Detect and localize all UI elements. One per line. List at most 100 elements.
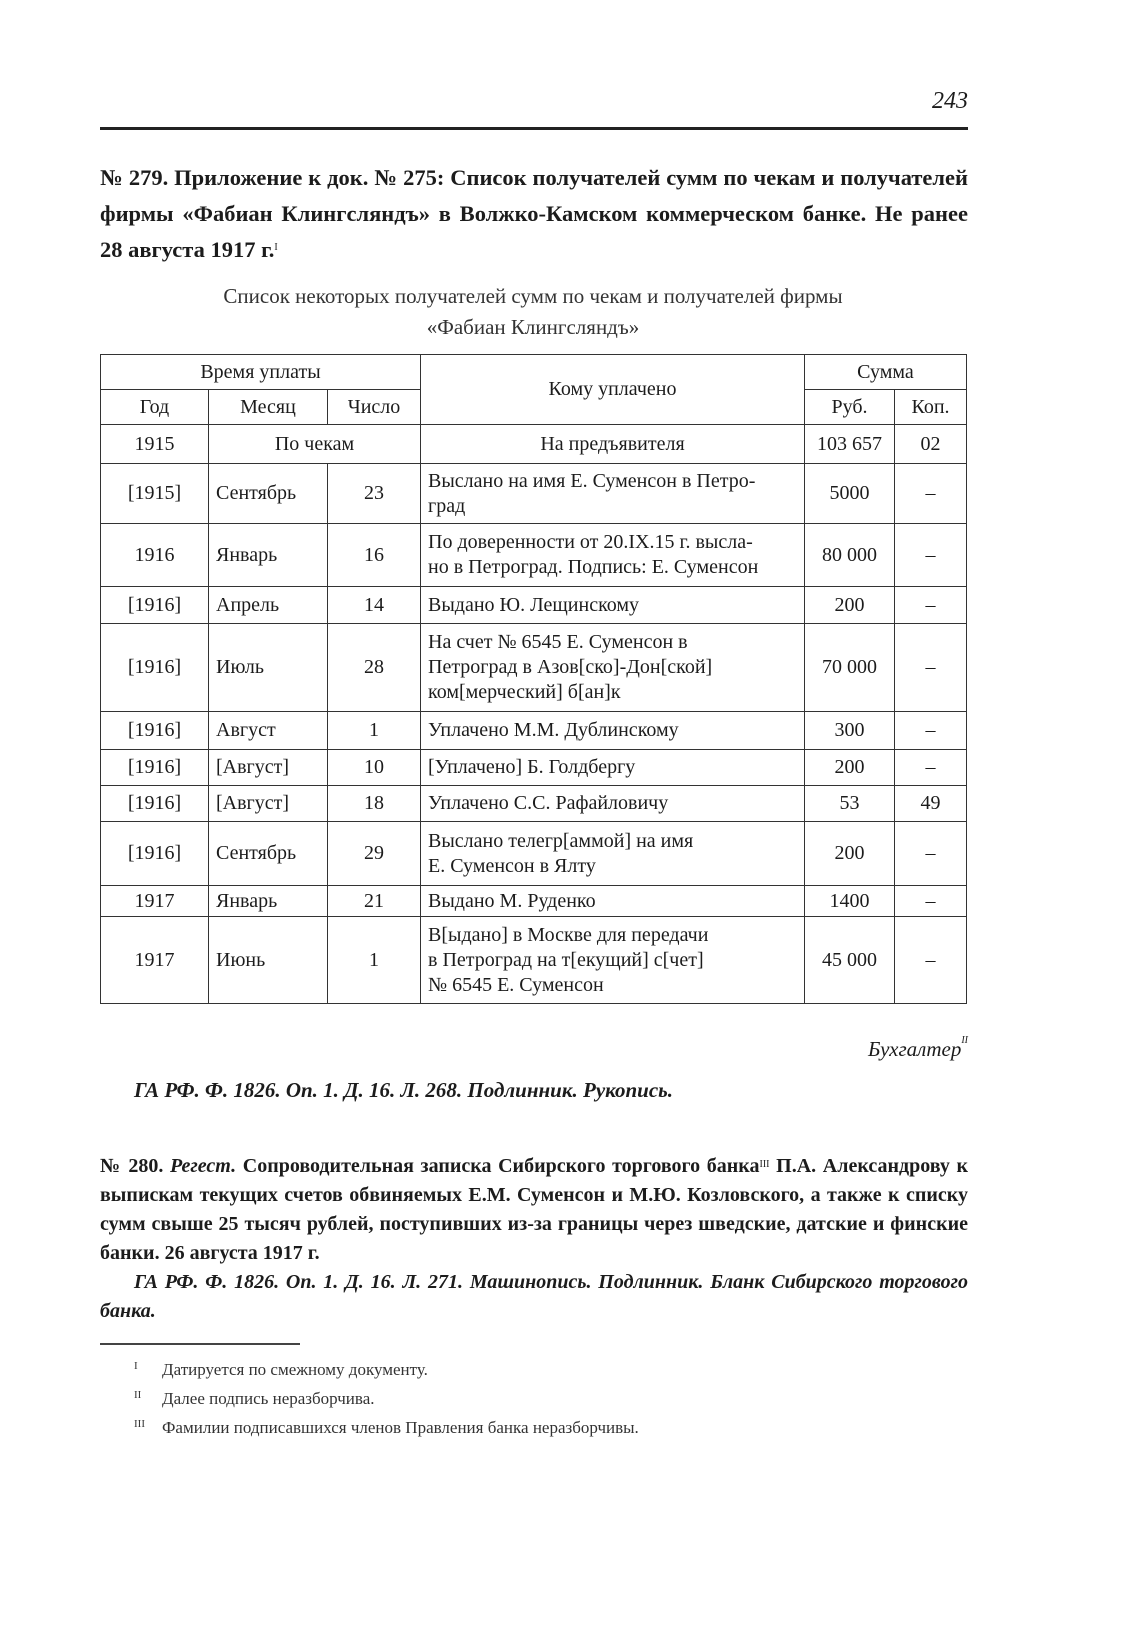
cell-month: Июнь	[208, 916, 328, 1004]
cell-year: [1916]	[100, 623, 209, 712]
header-paid-to: Кому уплачено	[420, 354, 805, 425]
cell-rub: 70 000	[804, 623, 895, 712]
footnote-mark: II	[134, 1389, 142, 1401]
cell-kop: –	[894, 523, 967, 587]
doc-text-a: Сопроводительная записка Сибирского торг…	[242, 1155, 760, 1177]
cell-day: 1	[327, 916, 421, 1004]
header-sum: Сумма	[804, 354, 967, 390]
cell-year: [1916]	[100, 785, 209, 822]
cell-rub: 103 657	[804, 424, 895, 464]
cell-paid-to: Выслано на имя Е. Суменсон в Петро- град	[420, 463, 805, 524]
cell-day: 23	[327, 463, 421, 524]
footnote: I Датируется по смежному документу.	[134, 1360, 428, 1380]
subheader-row: Год Месяц Число Руб. Коп.	[100, 389, 967, 425]
cell-year: [1916]	[100, 749, 209, 786]
cell-rub: 5000	[804, 463, 895, 524]
table-row: [1915] Сентябрь 23 Выслано на имя Е. Суменс…	[100, 463, 967, 524]
footnote-rule	[100, 1343, 300, 1345]
cell-year: [1916]	[100, 821, 209, 886]
signature-text: Бухгалтер	[867, 1037, 962, 1061]
cell-day: 28	[327, 623, 421, 712]
cell-year: [1915]	[100, 463, 209, 524]
header-time-of-payment: Время уплаты	[100, 354, 421, 390]
footnote-mark: III	[759, 1159, 770, 1170]
header-row: Время уплаты Кому уплачено Сумма	[100, 354, 967, 425]
footnote-mark: I	[274, 242, 278, 253]
footnote-text: Далее подпись неразборчива.	[162, 1389, 375, 1408]
table-row: [1916] Апрель 14 Выдано Ю. Лещинскому 200–	[100, 586, 967, 624]
cell-paid-to: На счет № 6545 Е. Суменсон в Петроград в…	[420, 623, 805, 712]
footnote: III Фамилии подписавшихся членов Правлени…	[134, 1418, 639, 1438]
cell-kop: –	[894, 623, 967, 712]
cell-kop: –	[894, 463, 967, 524]
cell-paid-to: По доверенности от 20.IX.15 г. высла- но…	[420, 523, 805, 587]
doc-number: № 280.	[100, 1155, 164, 1177]
cell-day: 29	[327, 821, 421, 886]
header-kop: Коп.	[894, 389, 967, 425]
cell-kop: –	[894, 711, 967, 750]
header-year: Год	[100, 389, 209, 425]
cell-paid-to: В[ыдано] в Москве для передачи в Петрогр…	[420, 916, 805, 1004]
cell-month: [Август]	[208, 785, 328, 822]
cell-kop: 02	[894, 424, 967, 464]
cell-day: 16	[327, 523, 421, 587]
cell-paid-to: Выдано Ю. Лещинскому	[420, 586, 805, 624]
cell-month: Сентябрь	[208, 463, 328, 524]
table-caption: Список некоторых получателей сумм по чек…	[223, 284, 843, 339]
table-row: 1917 Июнь 1 В[ыдано] в Москве для передачи …	[100, 916, 967, 1004]
cell-month: Январь	[208, 523, 328, 587]
footnote-text: Фамилии подписавшихся членов Правления б…	[162, 1418, 639, 1437]
table-row: [1916] [Август] 18 Уплачено С.С. Рафайлович…	[100, 785, 967, 822]
cell-year: 1916	[100, 523, 209, 587]
archive-reference-280: ГА РФ. Ф. 1826. Оп. 1. Д. 16. Л. 271. Ма…	[100, 1271, 968, 1322]
cell-day: 1	[327, 711, 421, 750]
cell-kop: –	[894, 586, 967, 624]
cell-month: Январь	[208, 885, 328, 917]
cell-year: [1916]	[100, 586, 209, 624]
header-month: Месяц	[208, 389, 328, 425]
footnote: II Далее подпись неразборчива.	[134, 1389, 375, 1409]
cell-kop: –	[894, 885, 967, 917]
footnote-mark: III	[134, 1418, 145, 1430]
cell-rub: 200	[804, 749, 895, 786]
cell-paid-to: [Уплачено] Б. Голдбергу	[420, 749, 805, 786]
cell-paid-to: На предъявителя	[420, 424, 805, 464]
document-279-title: № 279. Приложение к док. № 275: Список п…	[100, 160, 968, 268]
cell-rub: 45 000	[804, 916, 895, 1004]
cell-kop: –	[894, 749, 967, 786]
cell-year: 1917	[100, 916, 209, 1004]
cell-paid-to: Выдано М. Руденко	[420, 885, 805, 917]
footnote-text: Датируется по смежному документу.	[162, 1360, 428, 1379]
cell-rub: 200	[804, 821, 895, 886]
cell-rub: 1400	[804, 885, 895, 917]
cell-month: Сентябрь	[208, 821, 328, 886]
cell-day: 21	[327, 885, 421, 917]
archive-reference-279: ГА РФ. Ф. 1826. Оп. 1. Д. 16. Л. 268. По…	[134, 1078, 674, 1102]
cell-kop: 49	[894, 785, 967, 822]
cell-rub: 53	[804, 785, 895, 822]
cell-paid-to: Уплачено С.С. Рафайловичу	[420, 785, 805, 822]
cell-year: [1916]	[100, 711, 209, 750]
doc-text-b: П.А. Александрову к выпискам текущих сче…	[100, 1155, 969, 1264]
table-row: [1916] Июль 28 На счет № 6545 Е. Суменсон в…	[100, 623, 967, 712]
cell-paid-to: Уплачено М.М. Дублинскому	[420, 711, 805, 750]
cell-day: 18	[327, 785, 421, 822]
footnote-mark: II	[961, 1035, 968, 1046]
cell-day: 14	[327, 586, 421, 624]
cell-rub: 300	[804, 711, 895, 750]
cell-rub: 80 000	[804, 523, 895, 587]
cell-year: 1917	[100, 885, 209, 917]
header-rule	[100, 127, 968, 130]
signature: БухгалтерII	[867, 1035, 968, 1062]
cell-rub: 200	[804, 586, 895, 624]
header-day: Число	[327, 389, 421, 425]
table-row: 1915 По чекам На предъявителя 103 657 02	[100, 424, 967, 464]
table-row: 1917 Январь 21 Выдано М. Руденко 1400–	[100, 885, 967, 917]
cell-month: Апрель	[208, 586, 328, 624]
cell-month: Июль	[208, 623, 328, 712]
table-row: [1916] Сентябрь 29 Выслано телегр[аммой] на…	[100, 821, 967, 886]
header-rub: Руб.	[804, 389, 895, 425]
cell-day: 10	[327, 749, 421, 786]
cell-kop: –	[894, 821, 967, 886]
cell-year: 1915	[100, 424, 209, 464]
